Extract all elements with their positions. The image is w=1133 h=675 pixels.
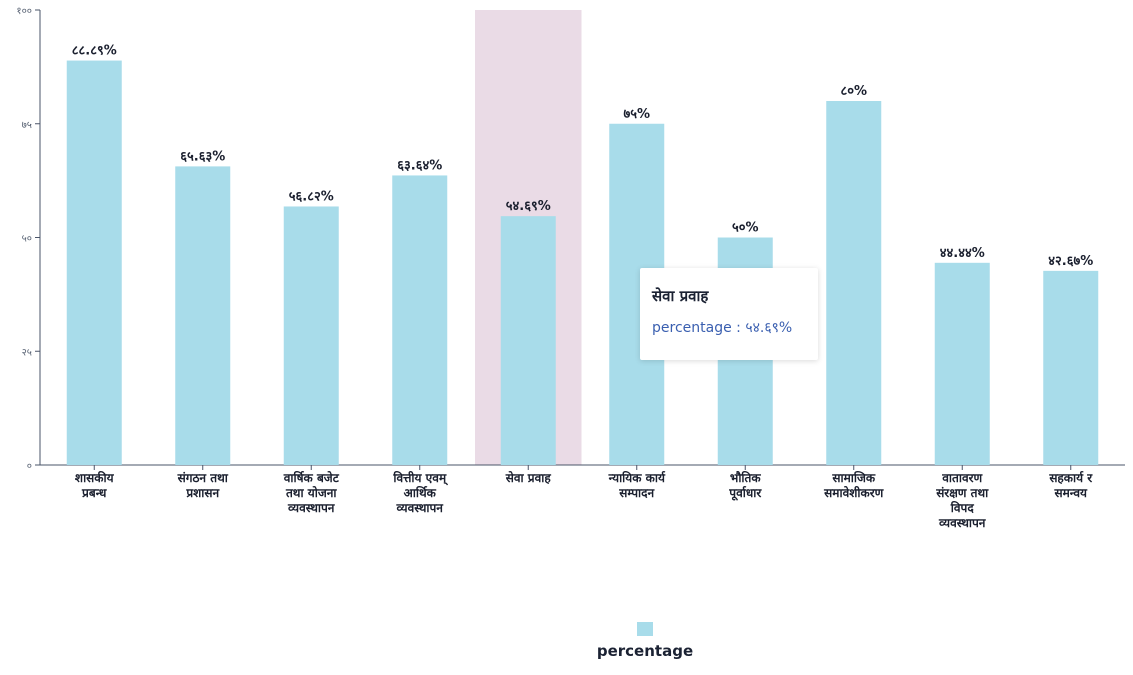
bar-value-label: ५४.६९% — [506, 199, 551, 214]
x-category-label: भौतिक पूर्वाधार — [728, 471, 762, 501]
x-category-label-line: सहकार्य र — [1048, 471, 1093, 485]
x-category-label: वार्षिक बजेट तथा योजना व्यवस्थापन — [283, 471, 340, 515]
bar-value-label: ८८.८९% — [72, 44, 117, 59]
x-category-label: न्यायिक कार्य सम्पादन — [608, 471, 666, 500]
chart-tooltip: सेवा प्रवाह percentage : ५४.६९% — [640, 268, 818, 360]
chart-labels: ८८.८९% शासकीय प्रबन्ध ६५.६३% संगठन तथा प्रशास… — [72, 44, 1094, 530]
bar-value-label: ५६.८२% — [289, 189, 334, 204]
x-category-label-line: सम्पादन — [618, 486, 655, 500]
x-category-label-line: वित्तीय एवम् — [392, 471, 448, 486]
x-category-label-line: व्यवस्थापन — [938, 516, 987, 530]
legend-swatch — [637, 622, 653, 636]
x-category-label: सेवा प्रवाह — [505, 471, 552, 485]
tooltip-separator: : — [736, 320, 746, 336]
y-tick-label: २५ — [22, 347, 32, 358]
x-category-label: वित्तीय एवम् आर्थिक व्यवस्थापन — [392, 471, 448, 515]
x-category-label: संगठन तथा प्रशासन — [177, 471, 229, 500]
x-category-label-line: सामाजिक — [831, 471, 876, 485]
y-tick-label: १०० — [16, 6, 32, 17]
tooltip-title: सेवा प्रवाह — [652, 287, 709, 305]
x-category-label-line: वार्षिक बजेट — [283, 471, 340, 485]
x-category-label-line: समन्वय — [1053, 486, 1088, 500]
bar — [1043, 270, 1099, 465]
x-category-label-line: प्रबन्ध — [81, 486, 107, 500]
bar — [283, 206, 339, 465]
x-category-label-line: प्रशासन — [185, 486, 220, 500]
x-category-label: वातावरण संरक्षण तथा विपद व्यवस्थापन — [935, 471, 989, 530]
x-category-label-line: सेवा प्रवाह — [505, 471, 552, 485]
y-tick-label: ० — [27, 461, 32, 472]
bar — [392, 175, 448, 466]
x-category-label: सहकार्य र समन्वय — [1048, 471, 1093, 500]
tooltip-value: ५४.६९% — [745, 320, 793, 336]
x-category-label-line: आर्थिक — [404, 486, 437, 500]
x-category-label-line: व्यवस्थापन — [287, 501, 336, 515]
y-tick-label: ७५ — [22, 120, 32, 131]
bar — [934, 262, 990, 465]
tooltip-series-label: percentage — [652, 320, 732, 336]
x-category-label: सामाजिक समावेशीकरण — [823, 471, 884, 500]
bar — [500, 216, 556, 465]
x-category-label-line: वातावरण — [941, 471, 983, 485]
x-category-label: शासकीय प्रबन्ध — [75, 471, 115, 500]
x-category-label-line: पूर्वाधार — [728, 486, 762, 501]
y-tick-label: ५० — [22, 234, 32, 245]
bar-value-label: ८०% — [840, 84, 867, 99]
bar-value-label: ६३.६४% — [397, 158, 442, 173]
bar-value-label: ६५.६३% — [180, 149, 225, 164]
x-category-label-line: संगठन तथा — [177, 471, 229, 485]
x-category-label-line: संरक्षण तथा — [935, 486, 989, 500]
x-category-label-line: विपद — [950, 501, 975, 515]
x-category-label-line: व्यवस्थापन — [396, 501, 445, 515]
bar-value-label: ७५% — [623, 107, 650, 122]
bar-value-label: ४२.६७% — [1048, 254, 1093, 269]
x-category-label-line: न्यायिक कार्य — [608, 471, 666, 485]
bar-value-label: ५०% — [732, 221, 759, 236]
bar — [175, 166, 231, 466]
chart-bars — [66, 60, 1099, 466]
bar — [66, 60, 122, 465]
bar — [826, 101, 882, 465]
x-category-label-line: शासकीय — [75, 471, 115, 485]
x-category-label-line: समावेशीकरण — [823, 486, 884, 500]
x-category-label-line: भौतिक — [730, 471, 761, 485]
x-category-label-line: तथा योजना — [285, 486, 337, 500]
legend-label: percentage — [596, 642, 694, 660]
tooltip-value-row: percentage : ५४.६९% — [652, 318, 792, 337]
chart-legend[interactable]: percentage — [590, 622, 700, 660]
bar-value-label: ४४.४४% — [940, 246, 985, 261]
